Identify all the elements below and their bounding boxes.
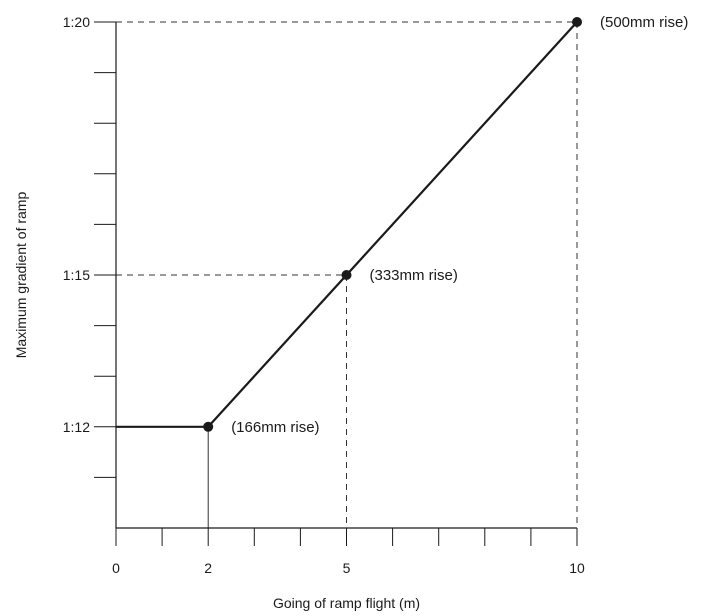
series-line-group xyxy=(116,21,578,428)
markers xyxy=(203,17,582,432)
annotation-5: (333mm rise) xyxy=(370,267,458,284)
x-tick-label-2: 2 xyxy=(204,560,212,576)
y-tick-label-12: 1:12 xyxy=(63,419,90,435)
data-point-2 xyxy=(203,421,214,432)
data-point-10 xyxy=(572,17,582,27)
x-ticks: 0 2 5 10 xyxy=(112,528,585,576)
annotation-10: (500mm rise) xyxy=(600,14,688,31)
y-axis-title: Maximum gradient of ramp xyxy=(13,192,29,359)
x-tick-label-10: 10 xyxy=(569,560,585,576)
y-tick-label-20: 1:20 xyxy=(63,14,90,30)
y-tick-label-15: 1:15 xyxy=(63,267,90,283)
x-axis-title: Going of ramp flight (m) xyxy=(273,595,420,611)
data-point-5 xyxy=(341,270,352,280)
annotations: (166mm rise) (333mm rise) (500mm rise) xyxy=(231,14,688,436)
x-tick-label-5: 5 xyxy=(343,560,351,576)
annotation-2: (166mm rise) xyxy=(231,419,319,436)
y-ticks: 1:12 1:15 1:20 xyxy=(63,14,116,478)
series-line-0 xyxy=(116,21,578,428)
guide-lines xyxy=(116,21,578,528)
x-tick-label-0: 0 xyxy=(112,560,120,576)
